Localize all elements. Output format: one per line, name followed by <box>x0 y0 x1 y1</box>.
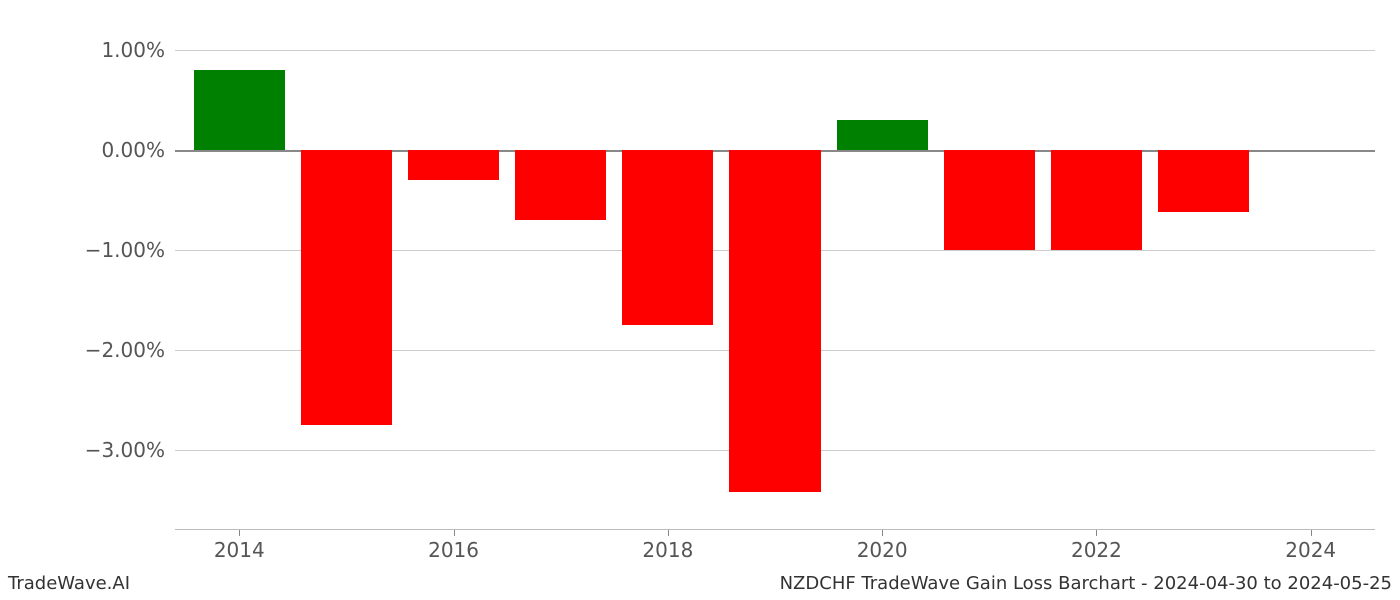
loss-bar <box>622 150 713 325</box>
y-tick-label: 0.00% <box>101 138 175 162</box>
loss-bar <box>729 150 820 492</box>
loss-bar <box>301 150 392 425</box>
plot-area: 1.00%0.00%−1.00%−2.00%−3.00%201420162018… <box>175 20 1375 530</box>
gridline <box>175 50 1375 51</box>
y-tick-label: −3.00% <box>85 438 175 462</box>
loss-bar <box>408 150 499 180</box>
gain-bar <box>194 70 285 150</box>
x-tick-label: 2014 <box>214 530 265 562</box>
x-tick-label: 2022 <box>1071 530 1122 562</box>
y-tick-label: −1.00% <box>85 238 175 262</box>
footer-right-text: NZDCHF TradeWave Gain Loss Barchart - 20… <box>780 573 1392 594</box>
loss-bar <box>1158 150 1249 212</box>
loss-bar <box>1051 150 1142 250</box>
gain-bar <box>837 120 928 150</box>
loss-bar <box>515 150 606 220</box>
x-tick-label: 2024 <box>1285 530 1336 562</box>
loss-bar <box>944 150 1035 250</box>
x-tick-label: 2016 <box>428 530 479 562</box>
y-tick-label: 1.00% <box>101 38 175 62</box>
footer-left-text: TradeWave.AI <box>8 573 130 594</box>
y-tick-label: −2.00% <box>85 338 175 362</box>
x-axis-line <box>175 529 1375 530</box>
x-tick-label: 2020 <box>857 530 908 562</box>
gain-loss-barchart: 1.00% 0.00% −1.00% −2.00% −3.00% 2014 2016 2018… <box>0 0 1400 600</box>
x-tick-label: 2018 <box>642 530 693 562</box>
